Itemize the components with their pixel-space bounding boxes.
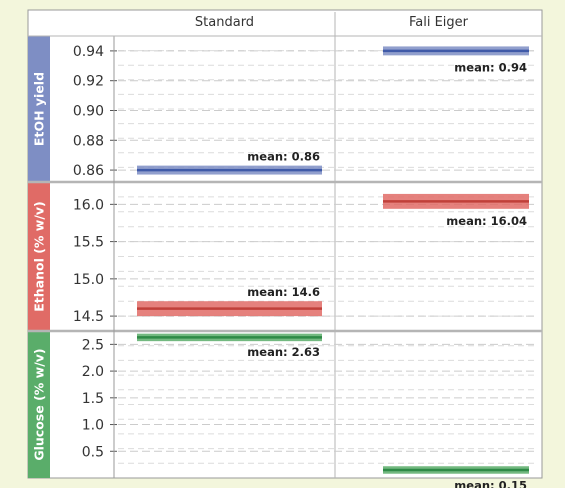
- column-header: Standard: [195, 15, 254, 30]
- column-header: Fali Eiger: [409, 15, 469, 30]
- mean-label: mean: 2.63: [247, 345, 320, 359]
- y-tick-label: 14.5: [73, 309, 104, 325]
- y-tick-label: 2.0: [82, 364, 104, 380]
- mean-label: mean: 0.86: [247, 150, 320, 164]
- y-tick-label: 1.0: [82, 418, 104, 434]
- panel-ylabel: EtOH yield: [32, 72, 47, 146]
- mean-label: mean: 0.15: [454, 479, 527, 488]
- mean-label: mean: 16.04: [446, 214, 527, 228]
- y-tick-label: 15.0: [73, 272, 104, 288]
- panel-strip: [28, 36, 50, 182]
- panel-strip: [28, 331, 50, 478]
- y-tick-label: 0.5: [82, 444, 104, 460]
- y-tick-label: 0.92: [73, 74, 104, 90]
- y-tick-label: 0.94: [73, 44, 104, 60]
- y-tick-label: 16.0: [73, 197, 104, 213]
- mean-label: mean: 0.94: [454, 60, 527, 74]
- y-tick-label: 0.88: [73, 133, 104, 149]
- panel-strip: [28, 182, 50, 331]
- y-tick-label: 0.90: [73, 103, 104, 119]
- y-tick-label: 15.5: [73, 235, 104, 251]
- y-tick-label: 1.5: [82, 391, 104, 407]
- y-tick-label: 0.86: [73, 163, 104, 179]
- y-tick-label: 2.5: [82, 337, 104, 353]
- panel-ylabel: Glucose (% w/v): [32, 348, 47, 460]
- chart-frame: [27, 9, 543, 479]
- mean-label: mean: 14.6: [247, 285, 320, 299]
- panel-ylabel: Ethanol (% w/v): [32, 201, 47, 312]
